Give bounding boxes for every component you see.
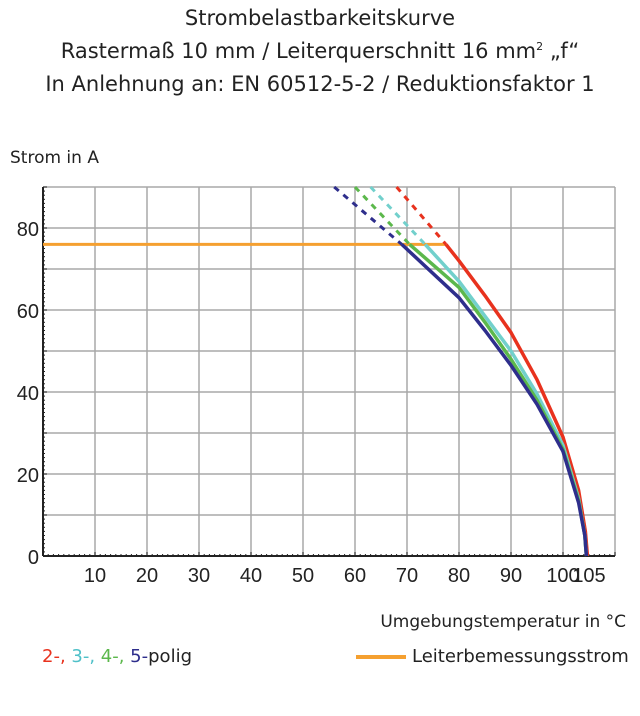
series-dashed-5 [333, 185, 403, 246]
legend-5: 5- [130, 646, 149, 667]
legend-poles: 2-, 3-, 4-, 5-polig [42, 646, 192, 667]
y-tick-label: 40 [17, 383, 39, 405]
x-tick-label: 100 [546, 565, 579, 587]
x-tick-label: 60 [344, 565, 366, 587]
y-tick-label: 20 [17, 465, 39, 487]
chart-standard: In Anlehnung an: EN 60512-5-2 / Reduktio… [45, 72, 595, 96]
x-tick-label: 20 [136, 565, 158, 587]
legend-suffix: polig [148, 646, 192, 667]
series-line-5 [400, 243, 589, 557]
x-tick-label: 70 [396, 565, 418, 587]
y-tick-label: 0 [28, 547, 39, 569]
x-tick-label: 40 [240, 565, 262, 587]
x-tick-label: 30 [188, 565, 210, 587]
legend-3: 3-, [71, 646, 101, 667]
series-dashed-2 [395, 186, 448, 246]
series-line-3 [423, 243, 589, 557]
subtitle-suffix: „f“ [543, 39, 580, 63]
x-tick-label: 90 [500, 565, 522, 587]
chart-subtitle: Rastermaß 10 mm / Leiterquerschnitt 16 m… [0, 39, 640, 63]
subtitle-sup: 2 [536, 40, 544, 53]
chart-title: Strombelastbarkeitskurve [184, 6, 456, 30]
x-tick-label: 10 [84, 565, 106, 587]
legend-4: 4-, [100, 646, 131, 667]
legend-2: 2-, [42, 646, 72, 667]
subtitle-text: Rastermaß 10 mm / Leiterquerschnitt 16 m… [60, 39, 537, 63]
y-tick-label: 80 [17, 219, 39, 241]
x-tick-label: 105 [572, 565, 605, 587]
y-tick-label: 60 [17, 301, 39, 323]
legend-rated: Leiterbemessungsstrom [356, 646, 629, 667]
x-axis-label: Umgebungstemperatur in °C [380, 612, 626, 632]
series-line-4 [408, 243, 589, 557]
x-tick-label: 50 [292, 565, 314, 587]
y-axis-label: Strom in A [10, 148, 99, 168]
legend-orange-line [356, 654, 406, 659]
x-tick-label: 80 [448, 565, 470, 587]
series-dashed-3 [369, 185, 427, 246]
legend-rated-label: Leiterbemessungsstrom [412, 646, 629, 667]
series-dashed-4 [353, 185, 411, 246]
